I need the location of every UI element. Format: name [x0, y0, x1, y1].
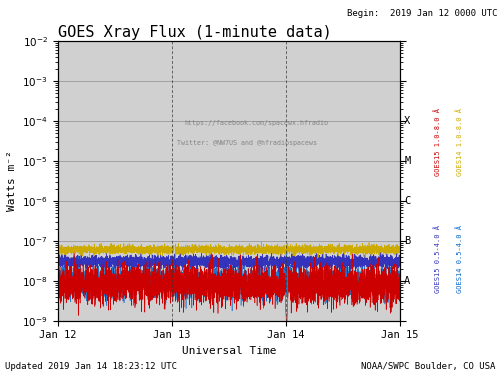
Text: GOES14 0.5-4.0 Å: GOES14 0.5-4.0 Å	[456, 225, 464, 293]
Text: A: A	[404, 276, 410, 286]
Text: GOES14 1.0-8.0 Å: GOES14 1.0-8.0 Å	[456, 108, 464, 177]
Text: GOES Xray Flux (1-minute data): GOES Xray Flux (1-minute data)	[58, 25, 331, 40]
Text: NOAA/SWPC Boulder, CO USA: NOAA/SWPC Boulder, CO USA	[360, 362, 495, 371]
Text: GOES15 1.0-8.0 Å: GOES15 1.0-8.0 Å	[434, 108, 441, 177]
X-axis label: Universal Time: Universal Time	[182, 346, 276, 356]
Text: B: B	[404, 236, 410, 246]
Text: C: C	[404, 196, 410, 206]
Text: M: M	[404, 156, 410, 166]
Text: Begin:  2019 Jan 12 0000 UTC: Begin: 2019 Jan 12 0000 UTC	[347, 9, 498, 18]
Text: GOES15 0.5-4.0 Å: GOES15 0.5-4.0 Å	[434, 225, 441, 293]
Text: Updated 2019 Jan 14 18:23:12 UTC: Updated 2019 Jan 14 18:23:12 UTC	[5, 362, 177, 371]
Text: https://facebook.com/spacewx.hfradio: https://facebook.com/spacewx.hfradio	[184, 120, 328, 126]
Y-axis label: Watts m⁻²: Watts m⁻²	[6, 150, 16, 211]
Text: Twitter: @NW7US and @hfradiospacews: Twitter: @NW7US and @hfradiospacews	[178, 140, 318, 146]
Text: X: X	[404, 116, 410, 126]
